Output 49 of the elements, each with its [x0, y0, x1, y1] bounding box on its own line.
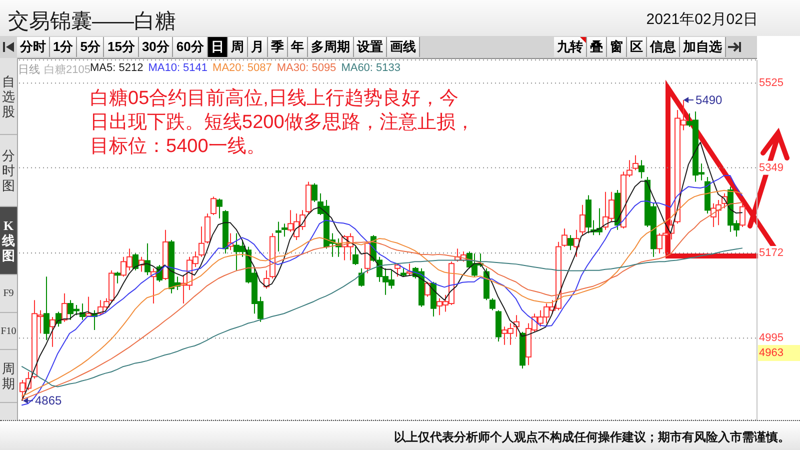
line-series	[21, 248, 743, 388]
tool-button: 窗	[607, 37, 627, 57]
legend-label: MA5: 5212	[90, 62, 144, 74]
text: 以上仅代表分析师个人观点不构成任何操作建议；期市有风险入市需谨慎。	[394, 429, 790, 446]
legend-label: MA30: 5095	[276, 62, 336, 74]
period-tab: 多周期	[308, 37, 354, 57]
period-tab: 日	[208, 37, 228, 57]
side-tab: F9	[0, 275, 17, 313]
y-tick-label: 5349	[759, 162, 784, 174]
side-tab: 周期	[0, 350, 17, 403]
text: MA20: 5087	[212, 62, 272, 74]
period-tab: 15分	[104, 37, 139, 57]
annotation: 白糖2105	[44, 63, 90, 77]
y-tick-label: 4995	[759, 332, 784, 344]
tool-button: 信息	[647, 37, 680, 57]
period-tab: 年	[288, 37, 308, 57]
period-tab: 画线	[386, 37, 420, 57]
tool-button: 叠	[587, 37, 607, 57]
text: 4963	[758, 345, 800, 361]
candlestick	[638, 160, 644, 179]
candlestick	[574, 229, 580, 258]
period-tab: 设置	[354, 37, 387, 57]
period-tab: 季	[268, 37, 288, 57]
period-tab: 1分	[50, 37, 78, 57]
candlestick	[704, 176, 710, 214]
period-tab: 60分	[173, 37, 208, 57]
chart-subtitle: 2021年02月02日	[646, 10, 758, 29]
chart-title: 交易锦囊——白糖	[8, 9, 176, 35]
period-tab: 周	[228, 37, 248, 57]
annotation: 5490	[696, 92, 723, 107]
tool-button: 加自选	[680, 37, 726, 57]
side-tab: K线图	[0, 207, 17, 275]
y-tick-label: 5172	[759, 246, 784, 259]
side-tab: 自选股	[0, 58, 17, 135]
annotation: 日线	[18, 63, 40, 77]
annotation: 白糖05合约目前高位,日线上行趋势良好，今日出现下跌。短线5200做多思路，注意止损，目标位：5400一线。	[90, 87, 476, 159]
tool-button: 九转	[554, 37, 587, 57]
tool-button: 区	[627, 37, 647, 57]
period-tab: 月	[248, 37, 268, 57]
side-tab: F10	[0, 313, 17, 350]
period-tab: 分时	[17, 37, 50, 57]
period-tab: 30分	[138, 37, 174, 57]
y-tick-label: 5525	[759, 77, 784, 90]
candlestick	[282, 223, 288, 238]
period-tab: 5分	[77, 37, 104, 57]
legend-label: MA60: 5133	[341, 62, 401, 74]
legend-label: MA10: 5141	[148, 62, 208, 74]
candlestick	[276, 221, 282, 252]
annotation: 4865	[34, 394, 62, 408]
